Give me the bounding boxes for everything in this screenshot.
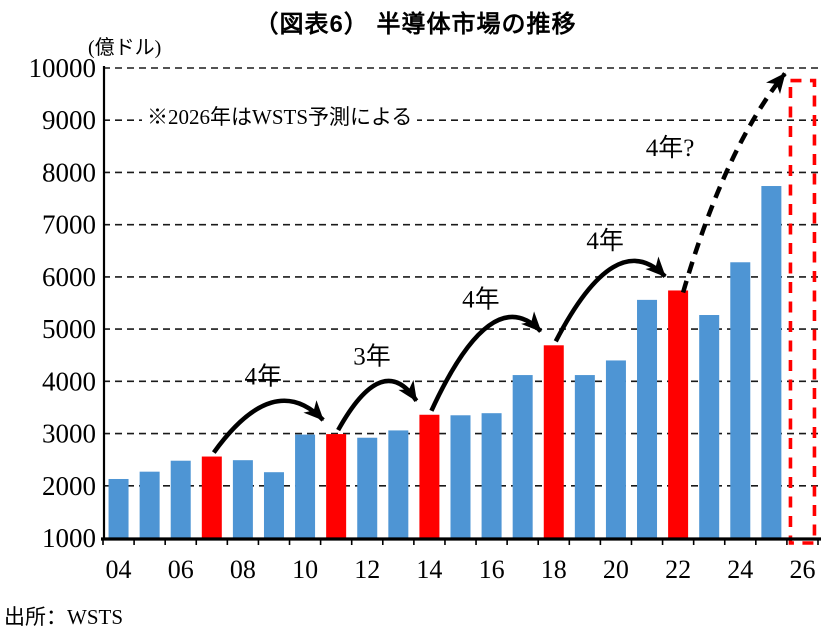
x-tick-label-26: 26 (789, 555, 815, 584)
forecast-note: ※2026年はWSTS予測による (142, 104, 418, 130)
source-caption: 出所：WSTS (4, 605, 124, 629)
x-tick-label-16: 16 (479, 555, 505, 584)
bar-09 (263, 472, 284, 538)
bar-11 (326, 434, 347, 538)
y-tick-label-8000: 8000 (42, 157, 96, 187)
y-tick-label-9000: 9000 (42, 105, 96, 135)
y-tick-label-5000: 5000 (42, 314, 96, 344)
bar-24 (730, 262, 751, 538)
arrow-label-18-22: 4年 (586, 227, 624, 255)
x-tick-label-22: 22 (665, 555, 691, 584)
bar-07 (201, 456, 222, 538)
x-tick-label-08: 08 (230, 555, 256, 584)
bar-19 (574, 375, 595, 538)
bar-22 (668, 290, 689, 538)
bar-17 (512, 375, 533, 538)
arrow-label-11-14: 3年 (353, 343, 391, 371)
bar-12 (357, 437, 378, 538)
x-tick-label-24: 24 (727, 555, 753, 584)
x-tick-label-10: 10 (292, 555, 318, 584)
bar-13 (388, 430, 409, 538)
y-tick-label-4000: 4000 (42, 366, 96, 396)
arrow-11-14 (336, 378, 419, 432)
bar-23 (699, 315, 720, 538)
bar-04 (108, 478, 129, 538)
forecast-bar-26 (788, 78, 817, 545)
bar-05 (139, 471, 160, 538)
y-axis-unit-label: (億ドル) (88, 37, 162, 59)
y-tick-label-1000: 1000 (42, 523, 96, 553)
arrow-label-07-11: 4年 (244, 363, 282, 391)
bar-14 (419, 414, 440, 538)
chart-title: （図表6） 半導体市場の推移 (254, 11, 577, 38)
y-tick-label-10000: 10000 (29, 53, 97, 83)
arrow-14-18 (429, 311, 543, 412)
bar-18 (543, 345, 564, 538)
bar-15 (450, 415, 471, 538)
bar-16 (481, 413, 502, 538)
y-tick-label-2000: 2000 (42, 471, 96, 501)
bar-10 (295, 434, 316, 538)
arrow-07-11 (211, 398, 325, 454)
arrow-label-22-26: 4年? (646, 134, 695, 162)
x-tick-label-04: 04 (106, 555, 132, 584)
bar-25 (761, 186, 782, 538)
bar-20 (605, 360, 626, 538)
y-tick-label-6000: 6000 (42, 262, 96, 292)
bar-08 (232, 460, 253, 538)
x-tick-label-06: 06 (168, 555, 194, 584)
y-tick-label-7000: 7000 (42, 210, 96, 240)
x-tick-label-18: 18 (541, 555, 567, 584)
x-tick-label-14: 14 (416, 555, 442, 584)
bar-06 (170, 460, 191, 538)
y-tick-label-3000: 3000 (42, 419, 96, 449)
bar-21 (637, 299, 658, 538)
x-tick-label-20: 20 (603, 555, 629, 584)
arrow-label-14-18: 4年 (462, 286, 500, 314)
x-tick-label-12: 12 (354, 555, 380, 584)
arrow-18-22 (553, 256, 667, 343)
